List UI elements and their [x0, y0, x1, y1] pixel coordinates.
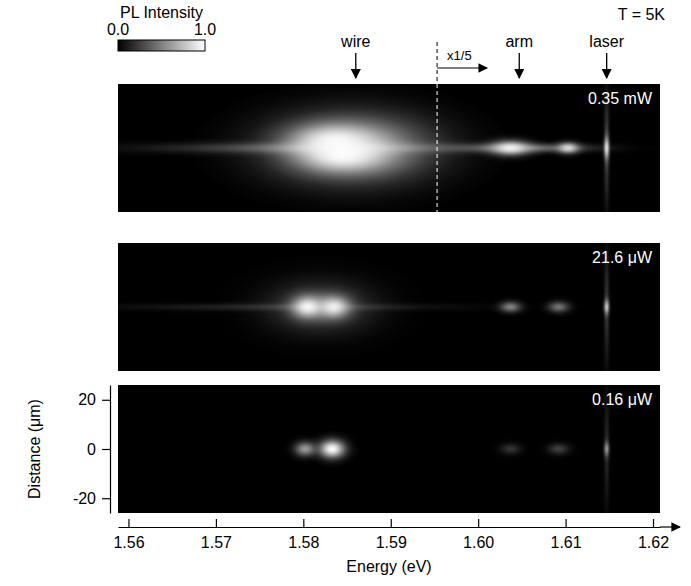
panel-label: 21.6 μW: [592, 249, 653, 266]
emission-spot: [216, 255, 426, 358]
x-axis-arrow: [660, 526, 680, 527]
emission-spot: [490, 296, 532, 318]
x-tick-label: 1.58: [288, 534, 319, 551]
colorbar-tick-label: 1.0: [194, 21, 216, 38]
scale-marker-line: [437, 42, 438, 84]
y-tick: -20: [73, 490, 110, 507]
scale-marker-arrow: [437, 67, 487, 68]
emission-spot: [538, 438, 580, 460]
x-tick-label: 1.62: [638, 534, 669, 551]
y-axis-title: Distance (μm): [26, 399, 43, 499]
x-axis-title: Energy (eV): [346, 558, 431, 575]
x-axis: 1.56 1.57 1.58 1.59 1.60 1.61 1.62: [113, 519, 669, 551]
y-tick-label: -20: [73, 490, 96, 507]
x-tick-mark: [303, 519, 304, 527]
x-tick-mark: [478, 519, 479, 527]
scale-marker-line: [437, 84, 438, 212]
panel: 0.35 mW: [6, 37, 660, 259]
x-tick-mark: [653, 519, 654, 527]
panel: 0.16 μW 20 0 -20: [73, 338, 660, 560]
emission-spot: [547, 137, 589, 159]
x-tick-mark: [391, 519, 392, 527]
x-tick-label: 1.57: [201, 534, 232, 551]
annotation-arrow: [519, 53, 520, 78]
colorbar-bar: [118, 40, 205, 51]
panel-background: [118, 385, 660, 513]
x-tick-mark: [216, 519, 217, 527]
panel-label: 0.35 mW: [588, 90, 653, 107]
x-tick-label: 1.60: [463, 534, 494, 551]
emission-spot: [306, 431, 358, 468]
emission-spot: [538, 296, 580, 318]
emission-spot: [490, 438, 532, 460]
emission-spot: [264, 126, 421, 185]
annotation-label: arm: [505, 33, 533, 50]
emission-spot: [471, 133, 550, 163]
x-tick: 1.59: [376, 519, 407, 551]
panel-label: 0.16 μW: [592, 391, 653, 408]
x-tick-label: 1.59: [376, 534, 407, 551]
spots: [284, 385, 612, 513]
y-tick: 20: [78, 391, 110, 408]
y-tick-mark: [102, 498, 110, 499]
y-tick-label: 0: [87, 441, 96, 458]
colorbar-title: PL Intensity: [120, 4, 203, 21]
y-axis: 20 0 -20: [73, 386, 111, 514]
emission-spot: [302, 285, 365, 329]
chart: PL Intensity0.0 1.0 T = 5K wire arm laser 0.35…: [0, 0, 691, 586]
x-axis-line: [119, 527, 661, 528]
y-axis-line: [110, 386, 111, 514]
y-tick-mark: [102, 449, 110, 450]
x-tick: 1.58: [288, 519, 319, 551]
annotation-label: wire: [340, 33, 370, 50]
annotation-arrow: [606, 53, 607, 78]
spots: [118, 84, 657, 212]
x-tick-label: 1.61: [551, 534, 582, 551]
y-tick-mark: [102, 400, 110, 401]
temperature-label: T = 5K: [618, 6, 666, 23]
annotation-label: laser: [589, 33, 624, 50]
x-tick: 1.62: [638, 519, 669, 551]
x-tick: 1.60: [463, 519, 494, 551]
x-tick-label: 1.56: [113, 534, 144, 551]
panel: 21.6 μW: [0, 196, 660, 418]
x-tick-mark: [128, 519, 129, 527]
x-tick: 1.57: [201, 519, 232, 551]
y-tick-label: 20: [78, 391, 96, 408]
spots: [118, 243, 612, 371]
x-tick: 1.61: [551, 519, 582, 551]
colorbar-tick-label: 0.0: [107, 21, 129, 38]
y-tick: 0: [87, 441, 110, 458]
x-tick-mark: [565, 519, 566, 527]
scale-marker-label: x1/5: [447, 48, 472, 63]
x-tick: 1.56: [113, 519, 144, 551]
colorbar: PL Intensity0.0 1.0: [107, 4, 216, 51]
annotation-arrow: [355, 53, 356, 78]
